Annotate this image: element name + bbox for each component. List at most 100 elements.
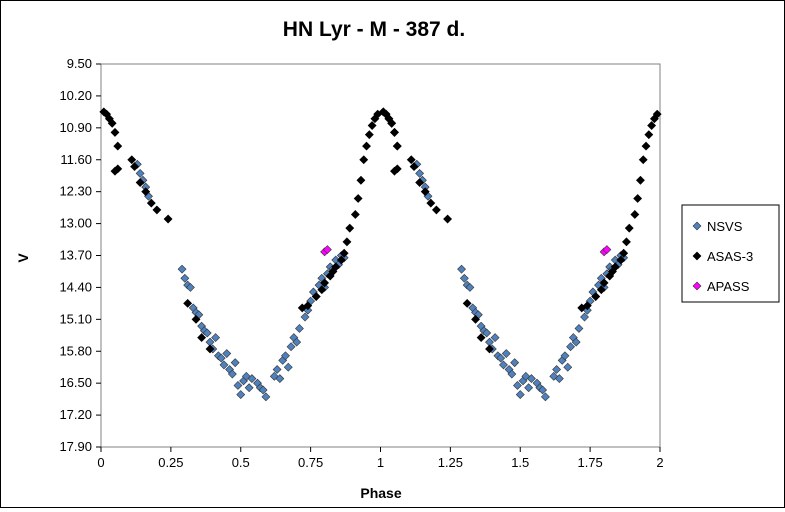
nsvs-point <box>524 383 534 393</box>
nsvs-point <box>292 337 302 347</box>
asas-3-point <box>303 301 313 311</box>
asas-3-point <box>409 162 419 172</box>
asas-3-point <box>141 187 151 197</box>
asas-3-point <box>485 344 494 354</box>
y-tick-label: 13.70 <box>59 248 92 263</box>
nsvs-point <box>233 381 243 390</box>
legend-marker-nsvs <box>692 221 702 231</box>
asas-3-point <box>431 205 441 215</box>
nsvs-point <box>459 273 469 283</box>
asas-3-point <box>619 248 629 258</box>
asas-3-point <box>582 301 592 311</box>
asas-3-point <box>596 285 606 295</box>
nsvs-point <box>247 374 257 384</box>
nsvs-point <box>527 374 536 384</box>
y-tick-label: 13.00 <box>59 216 92 231</box>
nsvs-point <box>227 369 237 379</box>
asas-3-point <box>462 298 472 308</box>
asas-3-point <box>339 248 349 258</box>
legend-label: ASAS-3 <box>707 249 753 264</box>
nsvs-point <box>554 374 564 384</box>
y-tick-label: 15.10 <box>59 311 92 326</box>
nsvs-point <box>236 390 246 399</box>
plot-area <box>100 63 661 448</box>
chart-title: HN Lyr - M - 387 d. <box>283 18 465 41</box>
nsvs-point <box>560 351 570 361</box>
y-axis: 9.50 10.20 10.90 11.60 12.30 13.00 13.70 14.40 1… <box>59 56 101 454</box>
asas-3-point <box>205 344 215 354</box>
nsvs-point <box>415 169 425 178</box>
asas-3-point <box>392 164 402 174</box>
asas-3-point <box>599 278 609 288</box>
nsvs-point <box>261 392 271 402</box>
x-tick-label: 0.75 <box>298 455 323 470</box>
asas-3-point <box>476 333 486 342</box>
asas-3-point <box>638 155 648 165</box>
asas-3-point <box>362 141 371 151</box>
nsvs-point <box>490 333 500 342</box>
asas-3-point <box>359 155 369 165</box>
asas-3-point <box>113 164 123 174</box>
nsvs-point <box>566 342 575 352</box>
asas-3-point <box>443 214 453 224</box>
legend-label: APASS <box>707 279 750 294</box>
nsvs-point <box>219 360 229 370</box>
asas-3-point <box>420 187 430 197</box>
asas-3-point <box>146 198 156 208</box>
y-tick-label: 14.40 <box>59 279 92 294</box>
nsvs-point <box>244 383 254 393</box>
asas-3-point <box>183 298 193 308</box>
y-axis-label: V <box>15 253 31 263</box>
asas-3-point <box>152 205 162 215</box>
asas-3-point <box>197 333 207 342</box>
nsvs-point <box>465 282 475 292</box>
asas-3-point <box>387 118 397 128</box>
asas-3-point <box>415 178 425 187</box>
asas-3-point <box>367 121 377 130</box>
asas-3-point <box>191 314 201 324</box>
x-tick-label: 1.25 <box>438 455 463 470</box>
nsvs-point <box>457 264 466 274</box>
nsvs-point <box>513 381 522 390</box>
nsvs-point <box>482 328 492 338</box>
asas-3-point <box>331 262 341 272</box>
y-tick-label: 10.20 <box>59 88 92 103</box>
nsvs-point <box>540 392 550 402</box>
asas-3-point <box>113 141 123 151</box>
asas-3-point <box>471 314 480 324</box>
asas-3-point <box>624 223 634 233</box>
nsvs-point <box>275 374 285 384</box>
x-axis-label: Phase <box>360 485 401 501</box>
nsvs-point <box>507 369 517 379</box>
asas-3-point <box>107 118 117 128</box>
asas-3-point <box>110 127 120 137</box>
asas-3-point <box>353 194 363 203</box>
y-tick-label: 16.50 <box>59 375 92 390</box>
asas-3-point <box>636 175 645 185</box>
nsvs-point <box>281 351 290 361</box>
asas-3-point <box>647 121 657 130</box>
legend: NSVS ASAS-3 APASS <box>681 204 780 303</box>
asas-3-point <box>426 198 436 208</box>
asas-3-point <box>652 109 662 119</box>
x-tick-label: 1 <box>377 455 384 470</box>
nsvs-point <box>510 358 520 368</box>
nsvs-point <box>515 390 525 399</box>
apass-point <box>322 245 332 254</box>
asas-3-point <box>610 262 620 272</box>
nsvs-point <box>272 365 282 374</box>
asas-3-point <box>356 175 366 185</box>
asas-3-point <box>135 178 145 187</box>
asas-3-point <box>320 278 330 288</box>
x-tick-label: 2 <box>656 455 663 470</box>
x-tick-label: 0 <box>97 455 104 470</box>
nsvs-point <box>286 342 296 352</box>
nsvs-point <box>563 362 573 372</box>
x-axis: 0 0.25 0.5 0.75 1 1.25 1.5 1.75 2 <box>97 447 664 470</box>
asas-3-point <box>317 285 327 295</box>
asas-3-point <box>622 237 631 247</box>
nsvs-point <box>135 169 145 178</box>
asas-3-point <box>630 210 640 219</box>
